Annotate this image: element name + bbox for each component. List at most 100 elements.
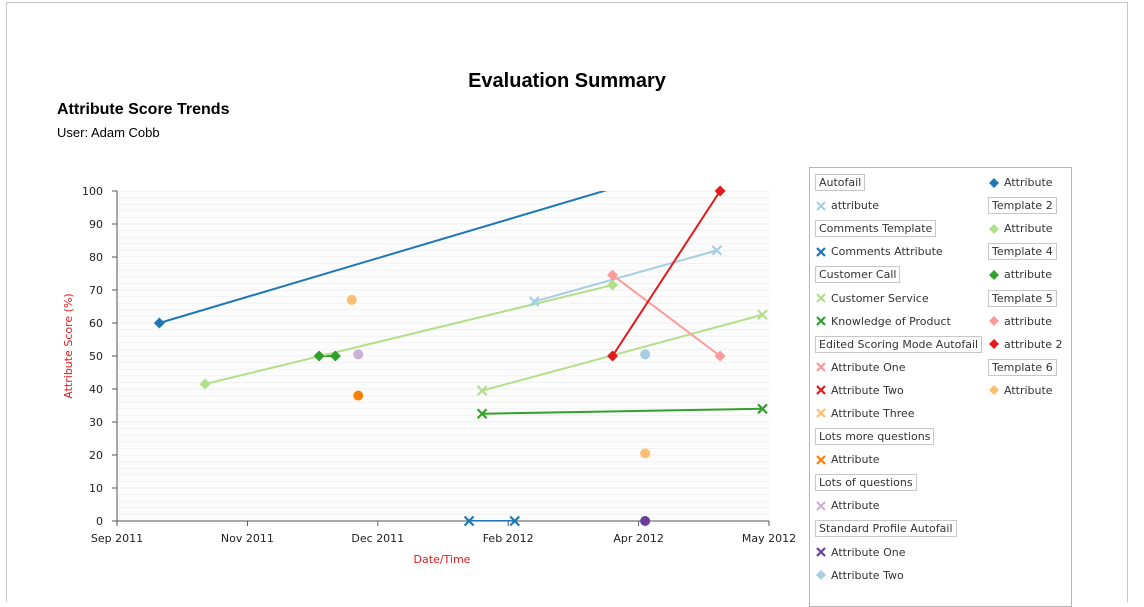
series-1-point (529, 296, 540, 307)
y-axis-label: Attribute Score (%) (62, 293, 75, 398)
diamond-marker-icon (989, 385, 999, 396)
legend-group-header[interactable]: Comments Template (815, 217, 982, 240)
series-7-line (611, 274, 721, 357)
legend-label: Attribute Three (831, 406, 915, 420)
diamond-marker-icon (989, 223, 999, 234)
legend-label: attribute 2 (1004, 337, 1063, 351)
x-marker-icon (816, 200, 826, 211)
legend-label: Edited Scoring Mode Autofail (815, 335, 983, 353)
legend-group-header[interactable]: Edited Scoring Mode Autofail (815, 333, 983, 356)
x-marker-icon (816, 501, 826, 511)
legend-entry[interactable]: Attribute (815, 494, 982, 517)
legend-label: Attribute (1004, 383, 1053, 397)
series-3-point (313, 350, 325, 362)
legend-group-header[interactable]: Template 4 (988, 240, 1062, 263)
legend-entry[interactable]: attribute (988, 310, 1062, 333)
legend-entry[interactable]: Attribute Two (815, 564, 982, 587)
series-9-point (346, 294, 357, 305)
y-tick-label: 50 (89, 350, 103, 363)
legend-group-header[interactable]: Standard Profile Autofail (815, 517, 982, 540)
legend-label: Template 6 (988, 358, 1057, 376)
series-11-point (353, 349, 364, 360)
series-10-point (353, 390, 364, 401)
legend-label: Attribute (1004, 222, 1053, 236)
series-3-point (329, 350, 341, 362)
legend-group-header[interactable]: Lots more questions (815, 425, 982, 448)
legend-entry[interactable]: attribute (988, 263, 1062, 286)
series-4-line (481, 313, 763, 392)
legend-group-header[interactable]: Template 5 (988, 286, 1062, 309)
legend-group-header[interactable]: Template 2 (988, 194, 1062, 217)
legend-column-1: Autofail attribute Comments Template Commen… (815, 171, 983, 587)
legend-entry[interactable]: Customer Service (815, 286, 982, 309)
x-marker-icon (816, 293, 826, 303)
y-tick-label: 0 (96, 515, 103, 528)
legend-entry[interactable]: Knowledge of Product (815, 310, 982, 333)
legend-label: attribute (1004, 314, 1052, 328)
legend-entry[interactable]: Attribute One (815, 356, 982, 379)
chart-subtitle: Attribute Score Trends (57, 101, 230, 118)
legend-entry[interactable]: Attribute (988, 171, 1062, 194)
legend-group-header[interactable]: Lots of questions (815, 471, 982, 494)
diamond-marker-icon (989, 177, 999, 188)
y-tick-label: 40 (89, 383, 103, 396)
x-marker-icon (816, 547, 826, 557)
y-tick-label: 70 (89, 284, 103, 297)
legend-label: Comments Attribute (831, 245, 943, 259)
x-axis-label: Date/Time (414, 553, 471, 566)
legend-entry[interactable]: Attribute Two (815, 379, 982, 402)
x-tick-label: Dec 2011 (351, 532, 404, 545)
chart-legend: Autofail attribute Comments Template Commen… (809, 167, 1072, 607)
series-6-point (607, 279, 619, 291)
user-label-text: User: Adam Cobb (57, 125, 160, 140)
series-1-line (534, 249, 718, 303)
series-8-line (611, 191, 721, 357)
series-12-point (640, 349, 651, 360)
series-4-point (476, 385, 488, 396)
y-tick-label: 20 (89, 449, 103, 462)
legend-column-2: Attribute Template 2 Attribute Template 4 at… (988, 171, 1062, 402)
series-8-point (607, 350, 619, 362)
user-label: User: Adam Cobb (57, 125, 160, 140)
legend-entry[interactable]: Attribute One (815, 541, 982, 564)
y-tick-label: 90 (89, 218, 103, 231)
x-tick-label: May 2012 (742, 532, 796, 545)
y-tick-label: 30 (89, 416, 103, 429)
diamond-marker-icon (989, 269, 999, 280)
legend-label: Attribute Two (831, 383, 904, 397)
legend-group-header[interactable]: Customer Call (815, 263, 982, 286)
legend-label: Attribute Two (831, 568, 904, 582)
legend-label: Attribute One (831, 545, 906, 559)
legend-entry[interactable]: attribute 2 (988, 333, 1062, 356)
legend-entry[interactable]: Attribute (988, 217, 1062, 240)
legend-label: Lots of questions (815, 474, 917, 492)
page-title: Evaluation Summary (468, 70, 666, 92)
legend-entry[interactable]: Comments Attribute (815, 240, 982, 263)
legend-label: Autofail (815, 174, 866, 192)
diamond-marker-icon (989, 339, 999, 350)
legend-label: Standard Profile Autofail (815, 520, 957, 538)
series-0-point (153, 317, 165, 329)
legend-group-header[interactable]: Template 6 (988, 356, 1062, 379)
y-tick-label: 80 (89, 251, 103, 264)
x-marker-icon (816, 408, 826, 419)
y-tick-label: 10 (89, 482, 103, 495)
legend-entry[interactable]: Attribute (815, 448, 982, 471)
legend-entry[interactable]: Attribute Three (815, 402, 982, 425)
legend-label: Customer Service (831, 291, 929, 305)
legend-group-header[interactable]: Autofail (815, 171, 982, 194)
series-4-point (757, 309, 768, 321)
y-tick-label: 60 (89, 317, 103, 330)
legend-label: Lots more questions (815, 428, 935, 446)
series-14-point (640, 516, 651, 526)
diamond-marker-icon (989, 316, 999, 327)
x-tick-label: Feb 2012 (483, 532, 534, 545)
series-7-point (607, 269, 619, 281)
legend-label: Template 4 (988, 243, 1057, 261)
legend-label: Template 2 (988, 197, 1057, 215)
legend-label: Attribute (831, 453, 880, 467)
x-marker-icon (816, 247, 826, 257)
legend-entry[interactable]: Attribute (988, 379, 1062, 402)
legend-entry[interactable]: attribute (815, 194, 982, 217)
series-0-line (159, 191, 608, 324)
